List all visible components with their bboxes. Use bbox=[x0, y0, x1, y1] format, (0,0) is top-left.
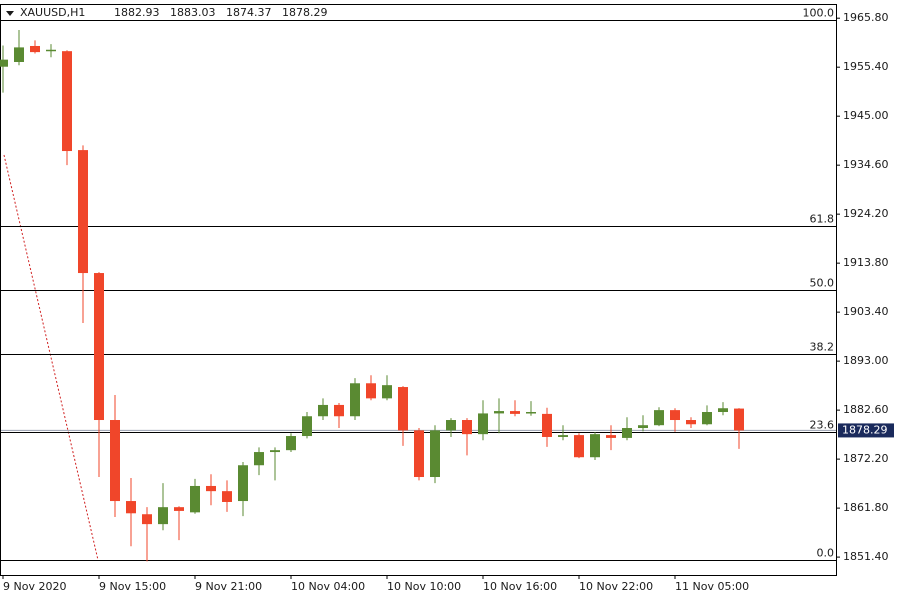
header-close: 1878.29 bbox=[282, 6, 328, 19]
x-tick-label: 9 Nov 2020 bbox=[3, 580, 66, 593]
y-tick-label: 1934.60 bbox=[843, 158, 889, 171]
candle-body bbox=[622, 428, 632, 438]
x-tick-label: 10 Nov 04:00 bbox=[291, 580, 365, 593]
candle-body bbox=[414, 430, 424, 478]
y-tick-label: 1882.60 bbox=[843, 403, 889, 416]
header-high: 1883.03 bbox=[170, 6, 216, 19]
candle-body bbox=[366, 383, 376, 399]
candle-body bbox=[398, 387, 408, 431]
candle-body bbox=[286, 436, 296, 451]
candle-body bbox=[590, 434, 600, 458]
header-open: 1882.93 bbox=[114, 6, 160, 19]
x-tick-label: 9 Nov 15:00 bbox=[99, 580, 166, 593]
candle-body bbox=[542, 413, 552, 437]
candle-body bbox=[350, 383, 360, 417]
candle-body bbox=[686, 420, 696, 425]
candle-body bbox=[334, 404, 344, 417]
candle-body bbox=[0, 59, 8, 67]
fib-level-label: 50.0 bbox=[810, 277, 835, 290]
candle-body bbox=[78, 150, 88, 274]
candle-body bbox=[526, 412, 536, 414]
candle-body bbox=[574, 435, 584, 458]
y-tick-label: 1893.00 bbox=[843, 354, 889, 367]
candle-body bbox=[638, 425, 648, 429]
y-tick-label: 1851.40 bbox=[843, 550, 889, 563]
header-low: 1874.37 bbox=[226, 6, 272, 19]
candle-body bbox=[510, 411, 520, 414]
candle-body bbox=[318, 404, 328, 417]
candle-body bbox=[382, 385, 392, 399]
fib-level-label: 61.8 bbox=[810, 213, 835, 226]
y-tick-label: 1872.20 bbox=[843, 452, 889, 465]
candle-body bbox=[670, 410, 680, 421]
candle-body bbox=[238, 465, 248, 502]
candle-body bbox=[94, 273, 104, 421]
x-tick-label: 11 Nov 05:00 bbox=[675, 580, 749, 593]
candle-body bbox=[606, 435, 616, 438]
fib-level-label: 23.6 bbox=[810, 419, 835, 432]
fib-level-label: 0.0 bbox=[817, 547, 835, 560]
candle-body bbox=[558, 435, 568, 437]
candle-body bbox=[494, 411, 504, 414]
y-tick-label: 1955.40 bbox=[843, 60, 889, 73]
candle-body bbox=[110, 420, 120, 502]
candle-body bbox=[46, 49, 56, 52]
candle-body bbox=[30, 45, 40, 53]
candle-body bbox=[654, 410, 664, 426]
candle-body bbox=[478, 413, 488, 435]
price-box bbox=[838, 423, 894, 438]
candle-body bbox=[158, 507, 168, 525]
candle-body bbox=[174, 507, 184, 511]
candle-body bbox=[462, 420, 472, 435]
candle-body bbox=[126, 501, 136, 514]
x-tick-label: 10 Nov 16:00 bbox=[483, 580, 557, 593]
candle-body bbox=[718, 408, 728, 413]
price-box-label: 1878.29 bbox=[842, 423, 888, 436]
candle-body bbox=[446, 420, 456, 431]
y-tick-label: 1913.80 bbox=[843, 256, 889, 269]
fib-trend-line bbox=[3, 154, 99, 561]
candle-body bbox=[62, 51, 72, 152]
candle-body bbox=[302, 416, 312, 437]
y-tick-label: 1945.00 bbox=[843, 109, 889, 122]
candle-body bbox=[222, 491, 232, 502]
y-tick-label: 1861.80 bbox=[843, 501, 889, 514]
y-tick-label: 1924.20 bbox=[843, 207, 889, 220]
candle-body bbox=[702, 412, 712, 425]
x-tick-label: 9 Nov 21:00 bbox=[195, 580, 262, 593]
candle-body bbox=[14, 47, 24, 62]
fib-level-label: 38.2 bbox=[810, 341, 835, 354]
menu-arrow[interactable] bbox=[6, 11, 14, 16]
candle-body bbox=[270, 450, 280, 453]
y-tick-label: 1965.80 bbox=[843, 11, 889, 24]
candle-body bbox=[206, 485, 216, 492]
candle-body bbox=[430, 430, 440, 478]
candle-body bbox=[142, 514, 152, 525]
y-tick-label: 1903.40 bbox=[843, 305, 889, 318]
candle-body bbox=[190, 485, 200, 513]
candle-body bbox=[254, 452, 264, 466]
x-tick-label: 10 Nov 10:00 bbox=[387, 580, 461, 593]
candle-body bbox=[734, 408, 744, 431]
x-tick-label: 10 Nov 22:00 bbox=[579, 580, 653, 593]
fib-level-label: 100.0 bbox=[803, 7, 835, 20]
chart-title: XAUUSD,H1 bbox=[20, 6, 85, 19]
